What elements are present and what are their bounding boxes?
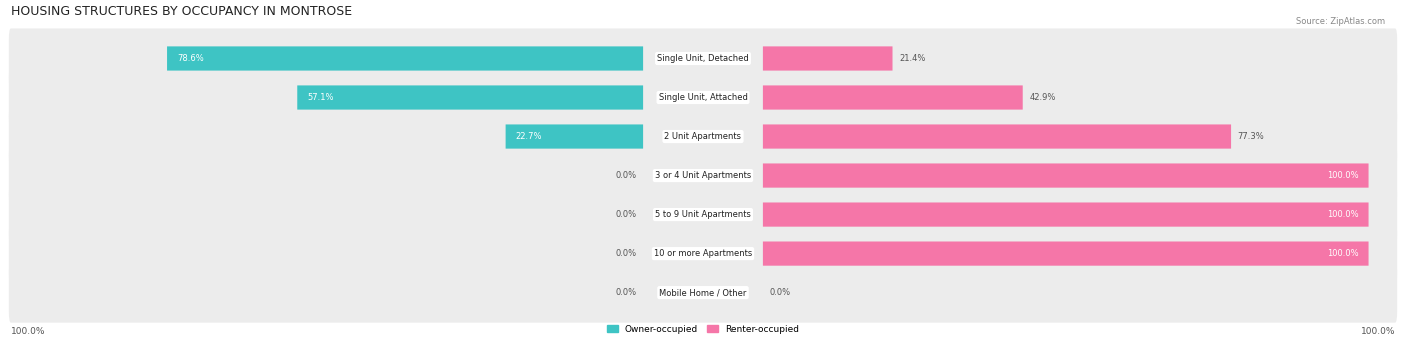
FancyBboxPatch shape <box>8 146 1398 206</box>
FancyBboxPatch shape <box>763 124 1232 149</box>
Text: 22.7%: 22.7% <box>516 132 543 141</box>
Text: 100.0%: 100.0% <box>11 327 45 336</box>
FancyBboxPatch shape <box>506 124 643 149</box>
FancyBboxPatch shape <box>8 184 1398 244</box>
Text: 0.0%: 0.0% <box>616 210 637 219</box>
Text: 100.0%: 100.0% <box>1327 249 1358 258</box>
Text: 57.1%: 57.1% <box>308 93 333 102</box>
Text: 77.3%: 77.3% <box>1237 132 1264 141</box>
Text: 3 or 4 Unit Apartments: 3 or 4 Unit Apartments <box>655 171 751 180</box>
Text: Mobile Home / Other: Mobile Home / Other <box>659 288 747 297</box>
Text: 78.6%: 78.6% <box>177 54 204 63</box>
FancyBboxPatch shape <box>763 46 893 71</box>
Text: 2 Unit Apartments: 2 Unit Apartments <box>665 132 741 141</box>
FancyBboxPatch shape <box>167 46 643 71</box>
Text: 100.0%: 100.0% <box>1327 210 1358 219</box>
Text: 0.0%: 0.0% <box>616 288 637 297</box>
Text: HOUSING STRUCTURES BY OCCUPANCY IN MONTROSE: HOUSING STRUCTURES BY OCCUPANCY IN MONTR… <box>11 4 352 17</box>
Text: 100.0%: 100.0% <box>1327 171 1358 180</box>
Legend: Owner-occupied, Renter-occupied: Owner-occupied, Renter-occupied <box>603 321 803 338</box>
FancyBboxPatch shape <box>763 203 1368 227</box>
Text: Source: ZipAtlas.com: Source: ZipAtlas.com <box>1296 17 1385 26</box>
FancyBboxPatch shape <box>8 263 1398 323</box>
Text: 5 to 9 Unit Apartments: 5 to 9 Unit Apartments <box>655 210 751 219</box>
FancyBboxPatch shape <box>763 85 1022 109</box>
Text: 0.0%: 0.0% <box>616 171 637 180</box>
FancyBboxPatch shape <box>763 241 1368 266</box>
Text: 0.0%: 0.0% <box>616 249 637 258</box>
Text: 21.4%: 21.4% <box>900 54 925 63</box>
Text: 100.0%: 100.0% <box>1361 327 1395 336</box>
Text: 10 or more Apartments: 10 or more Apartments <box>654 249 752 258</box>
Text: 0.0%: 0.0% <box>769 288 790 297</box>
FancyBboxPatch shape <box>8 224 1398 284</box>
FancyBboxPatch shape <box>8 106 1398 166</box>
FancyBboxPatch shape <box>8 28 1398 89</box>
FancyBboxPatch shape <box>763 163 1368 188</box>
FancyBboxPatch shape <box>297 85 643 109</box>
FancyBboxPatch shape <box>8 68 1398 128</box>
Text: Single Unit, Detached: Single Unit, Detached <box>657 54 749 63</box>
Text: Single Unit, Attached: Single Unit, Attached <box>658 93 748 102</box>
Text: 42.9%: 42.9% <box>1029 93 1056 102</box>
